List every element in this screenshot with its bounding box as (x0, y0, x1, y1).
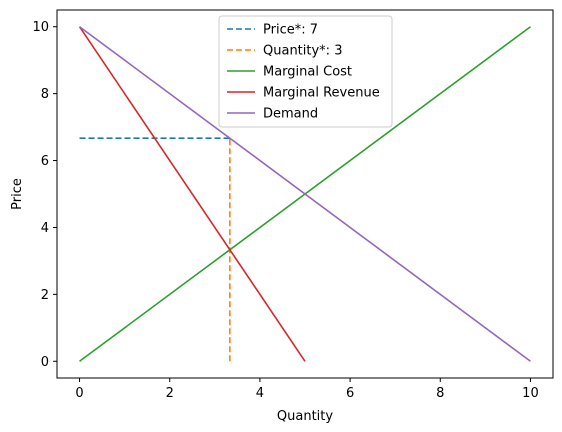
y-axis: 0 2 4 6 8 10 (32, 20, 57, 370)
plot-lines (78, 26, 531, 362)
x-axis: 0 2 4 6 8 10 (75, 378, 539, 401)
x-tick-label: 10 (522, 386, 539, 401)
legend-box (218, 15, 393, 128)
legend-label-0: Price*: 7 (263, 23, 318, 38)
x-tick-label: 6 (346, 386, 354, 401)
y-tick-label: 8 (41, 87, 49, 102)
x-tick-label: 2 (166, 386, 174, 401)
legend-label-3: Marginal Revenue (263, 86, 380, 101)
y-tick-label: 2 (41, 288, 49, 303)
plot-frame (56, 9, 554, 379)
x-axis-label: Quantity (277, 409, 333, 424)
series-line-3 (78, 26, 306, 362)
y-tick-label: 6 (41, 154, 49, 169)
y-tick-label: 4 (41, 221, 49, 236)
y-tick-label: 10 (32, 20, 49, 35)
x-tick-label: 4 (256, 386, 264, 401)
y-axis-label: Price (10, 178, 25, 210)
legend-label-4: Demand (263, 107, 318, 122)
series-line-4 (79, 26, 531, 362)
legend-label-1: Quantity*: 3 (263, 44, 342, 59)
y-tick-label: 0 (41, 355, 49, 370)
legend-label-2: Marginal Cost (263, 65, 352, 80)
x-tick-label: 0 (75, 386, 83, 401)
x-tick-label: 8 (436, 386, 444, 401)
legend: Price*: 7 Quantity*: 3 Marginal Cost Margin… (218, 15, 393, 128)
